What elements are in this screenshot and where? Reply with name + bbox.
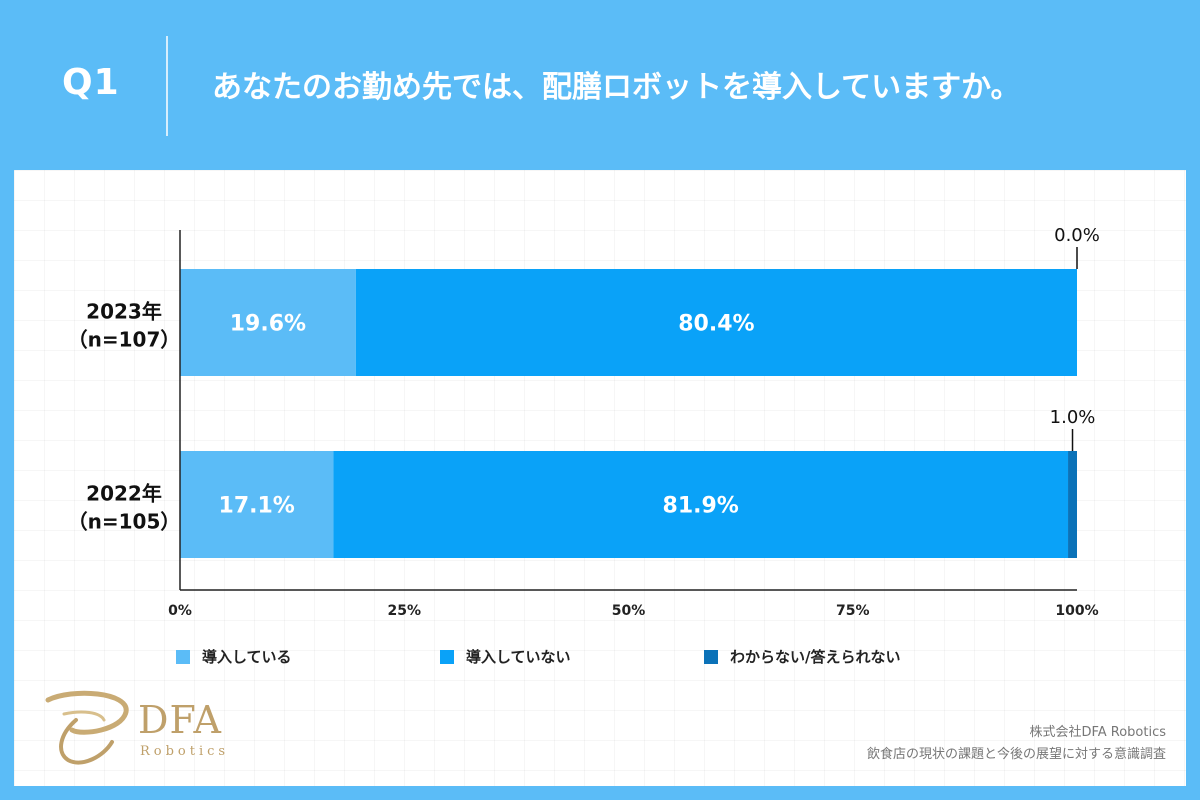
legend-swatch	[440, 649, 454, 664]
source-footer: 株式会社DFA Robotics 飲食店の現状の課題と今後の展望に対する意識調査	[867, 722, 1166, 766]
legend-swatch	[704, 649, 718, 664]
data-label: 81.9%	[663, 494, 739, 519]
data-label: 19.6%	[230, 312, 306, 337]
x-tick-label: 0%	[168, 603, 192, 619]
logo-emblem-icon	[45, 690, 129, 765]
legend-label: 導入している	[202, 648, 292, 666]
legend-item-not-implemented: 導入していない	[440, 646, 571, 667]
company-name: 株式会社DFA Robotics	[1029, 725, 1166, 740]
legend-label: 導入していない	[466, 648, 571, 666]
bar-segment	[180, 269, 356, 376]
x-tick-label: 75%	[836, 603, 870, 619]
x-tick-label: 25%	[387, 603, 421, 619]
data-label: 80.4%	[678, 312, 754, 337]
category-sublabel: （n=105）	[68, 510, 181, 534]
header: Q1 あなたのお勤め先では、配膳ロボットを導入していますか。	[0, 0, 1200, 170]
chart-legend: 導入している 導入していない わからない/答えられない	[14, 170, 1186, 666]
data-label: 17.1%	[219, 494, 295, 519]
x-tick-label: 50%	[612, 603, 646, 619]
bar-segment	[180, 451, 334, 558]
dfa-logo: DFA Robotics	[42, 690, 272, 770]
bar-segment	[1068, 451, 1077, 558]
legend-swatch	[176, 649, 190, 664]
x-tick-label: 100%	[1055, 603, 1098, 619]
legend-label: わからない/答えられない	[730, 648, 901, 666]
category-label: 2022年	[86, 482, 162, 506]
stacked-bar-chart: 19.6% 80.4% 0.0% 2023年 （n=107） 17.1% 81.9% 1.0%…	[68, 225, 1100, 619]
bar-segment	[333, 451, 1069, 558]
bar-segment	[355, 269, 1077, 376]
logo-subtitle: Robotics	[140, 744, 230, 759]
question-number: Q1	[62, 62, 120, 103]
data-label: 1.0%	[1050, 407, 1096, 428]
header-divider	[166, 36, 168, 136]
data-label: 0.0%	[1054, 225, 1100, 246]
legend-item-unknown: わからない/答えられない	[704, 646, 900, 667]
logo-wordmark: DFA	[138, 698, 222, 742]
chart-panel: 19.6% 80.4% 0.0% 2023年 （n=107） 17.1% 81.9% 1.0%…	[14, 170, 1186, 786]
category-sublabel: （n=107）	[68, 328, 181, 352]
category-label: 2023年	[86, 300, 162, 324]
legend-item-implemented: 導入している	[176, 646, 292, 667]
question-text: あなたのお勤め先では、配膳ロボットを導入していますか。	[212, 70, 1021, 105]
survey-name: 飲食店の現状の課題と今後の展望に対する意識調査	[866, 747, 1166, 762]
